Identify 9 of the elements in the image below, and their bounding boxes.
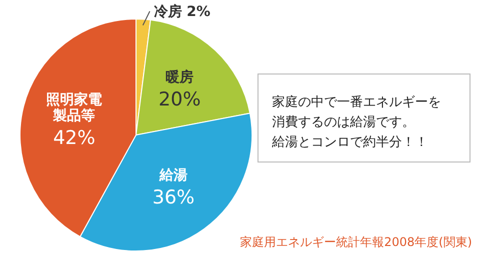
slice-label: 給湯 bbox=[158, 168, 188, 184]
data-label: 42% bbox=[53, 127, 96, 150]
data-label: 36% bbox=[152, 186, 195, 209]
slice-label: 照明家電製品等 bbox=[46, 91, 102, 124]
slice-label: 暖房 bbox=[166, 68, 194, 86]
slice-label: 冷房 2% bbox=[154, 3, 210, 20]
text: 家庭用エネルギー統計年報2008年度(関東) bbox=[240, 235, 472, 249]
data-label: 20% bbox=[158, 88, 201, 110]
text: 家庭の中で一番エネルギーを消費するのは給湯です。給湯とコンロで約半分！！ bbox=[271, 94, 441, 150]
